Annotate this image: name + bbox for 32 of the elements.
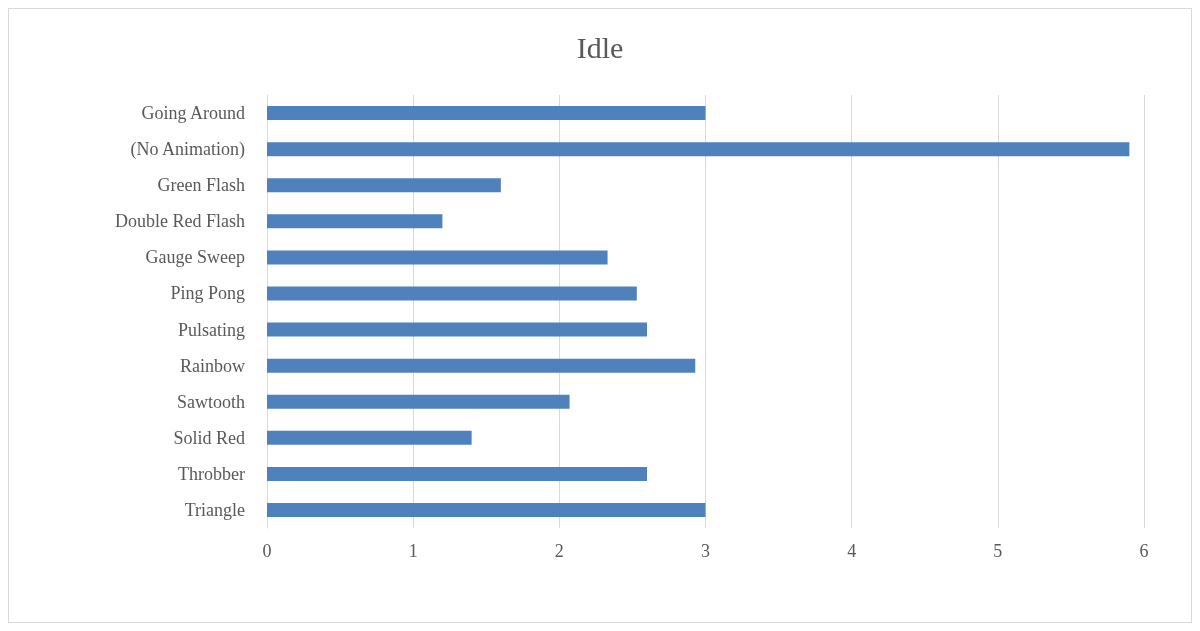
bar (267, 142, 1130, 157)
y-tick-label: Green Flash (157, 175, 245, 196)
x-tick-label: 1 (408, 541, 418, 561)
bar (267, 394, 570, 409)
y-tick-label: Going Around (141, 103, 245, 124)
y-tick-label: Solid Red (173, 427, 245, 448)
bar (267, 178, 501, 193)
y-tick-label: Double Red Flash (115, 211, 245, 232)
bar (267, 322, 648, 337)
x-tick-label: 2 (554, 541, 564, 561)
bar (267, 286, 637, 301)
x-tick-label: 0 (262, 541, 272, 561)
y-tick-label: Throbber (178, 463, 245, 484)
y-tick-label: Ping Pong (170, 283, 245, 304)
chart-title: Idle (576, 30, 624, 64)
bar (267, 358, 696, 373)
bar (267, 430, 472, 445)
x-tick-label: 3 (701, 541, 710, 561)
y-tick-label: Sawtooth (176, 391, 245, 412)
bar (267, 214, 443, 229)
x-tick-label: 6 (1139, 541, 1149, 561)
bar (267, 466, 648, 481)
y-tick-label: Gauge Sweep (145, 247, 245, 268)
y-tick-label: Triangle (184, 499, 245, 520)
bar (267, 250, 608, 265)
x-tick-label: 4 (847, 541, 857, 561)
y-tick-label: (No Animation) (130, 139, 245, 161)
x-tick-label: 5 (993, 541, 1003, 561)
y-tick-label: Rainbow (180, 355, 245, 376)
bar (267, 502, 706, 517)
y-tick-label: Pulsating (177, 319, 245, 340)
bar (267, 106, 706, 121)
